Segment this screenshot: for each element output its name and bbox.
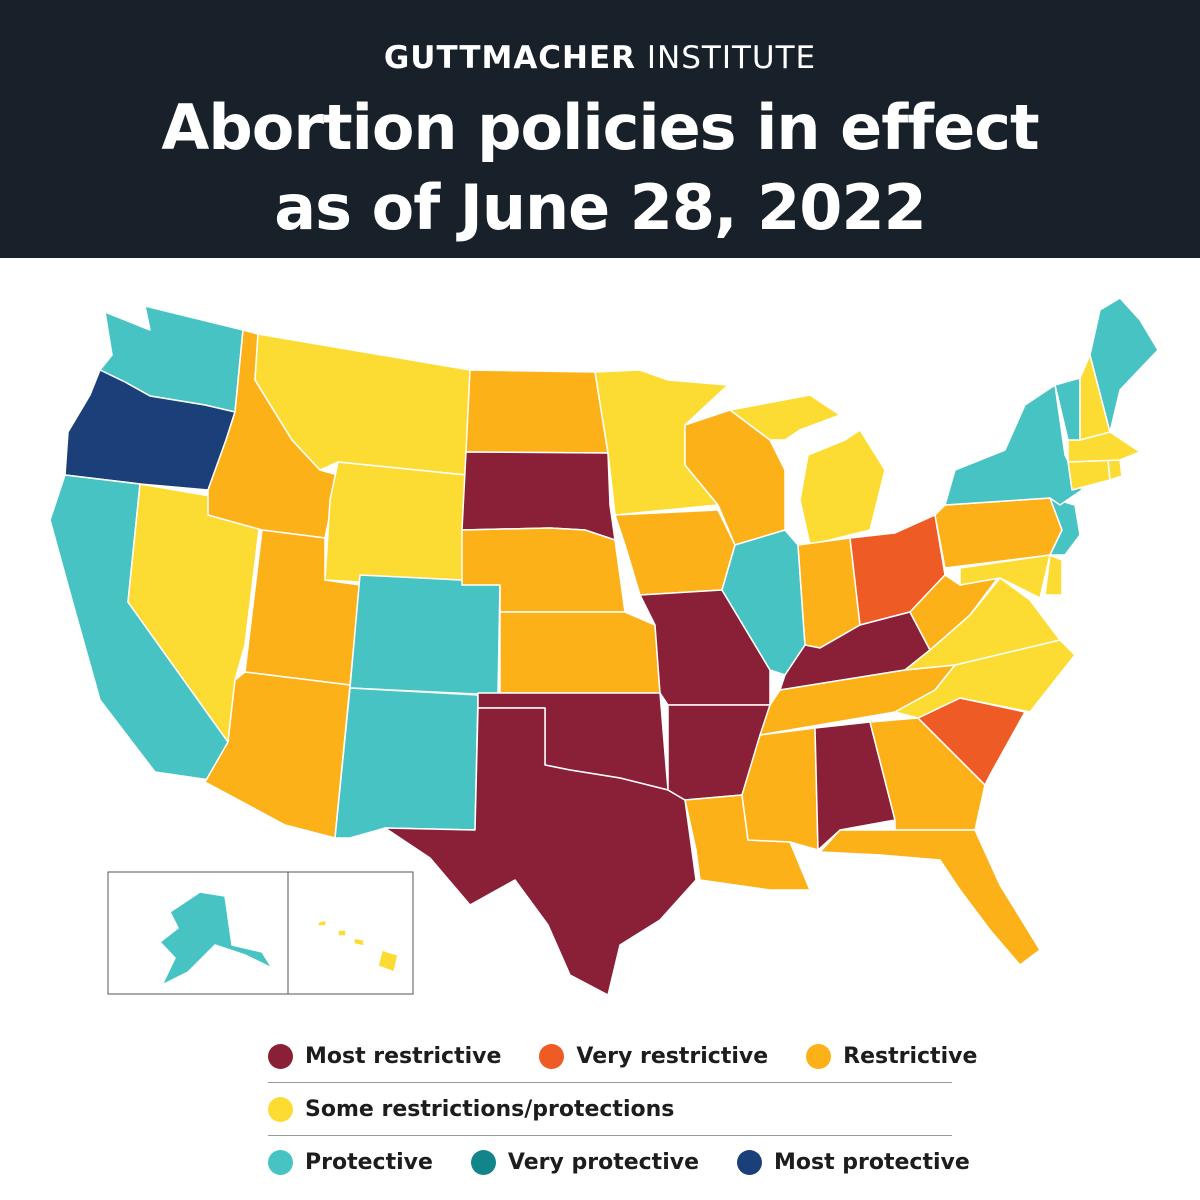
title-line-1: Abortion policies in effect [161, 91, 1039, 164]
state-MI [729, 394, 886, 546]
brand-light: INSTITUTE [636, 40, 817, 76]
us-map [49, 297, 1159, 996]
state-SD [461, 451, 616, 541]
state-NC [894, 639, 1076, 719]
legend-row-some: Some restrictions/protections [268, 1082, 952, 1135]
state-ME [1089, 297, 1159, 433]
legend-swatch-some [268, 1096, 293, 1122]
page-title: Abortion policies in effect as of June 2… [0, 88, 1200, 248]
legend-swatch-restrictive [806, 1043, 832, 1069]
brand-name: GUTTMACHER INSTITUTE [0, 40, 1200, 76]
state-MD [959, 554, 1051, 599]
legend-swatch-very-protective [470, 1149, 496, 1175]
legend-label-most-protective: Most protective [774, 1149, 970, 1175]
state-RI [1107, 459, 1123, 481]
legend: Most restrictive Very restrictive Restri… [268, 1030, 977, 1188]
legend-item-very-protective: Very protective [470, 1149, 699, 1175]
brand-bold: GUTTMACHER [383, 40, 637, 76]
state-FL [819, 829, 1041, 966]
legend-row-protective: Protective Very protective Most protecti… [268, 1135, 970, 1188]
legend-swatch-very-restrictive [539, 1043, 565, 1069]
title-line-2: as of June 28, 2022 [274, 171, 926, 244]
state-CO [349, 574, 501, 696]
state-IA [614, 509, 736, 596]
legend-label-very-restrictive: Very restrictive [576, 1043, 769, 1069]
state-ND [465, 369, 609, 454]
legend-label-protective: Protective [305, 1149, 433, 1175]
legend-item-restrictive: Restrictive [806, 1043, 978, 1069]
legend-label-most-restrictive: Most restrictive [305, 1043, 502, 1069]
state-NJ [1049, 497, 1081, 556]
legend-label-very-protective: Very protective [507, 1149, 699, 1175]
legend-row-restrictive: Most restrictive Very restrictive Restri… [268, 1030, 977, 1082]
hawaii-inset-box [287, 871, 414, 995]
legend-item-some: Some restrictions/protections [268, 1096, 675, 1122]
state-HI [317, 919, 399, 973]
state-NM [334, 687, 479, 839]
legend-item-most-restrictive: Most restrictive [268, 1043, 502, 1069]
state-AK [159, 891, 273, 986]
legend-swatch-protective [268, 1149, 293, 1175]
state-KS [499, 611, 661, 694]
legend-item-most-protective: Most protective [737, 1149, 970, 1175]
legend-item-very-restrictive: Very restrictive [539, 1043, 769, 1069]
state-DE [1044, 554, 1063, 596]
legend-label-some: Some restrictions/protections [305, 1096, 675, 1122]
legend-item-protective: Protective [268, 1149, 433, 1175]
state-WY [324, 461, 467, 589]
state-TX [384, 707, 697, 996]
state-AL [814, 721, 896, 851]
legend-swatch-most-protective [737, 1149, 762, 1175]
header-banner: GUTTMACHER INSTITUTE Abortion policies i… [0, 0, 1200, 258]
legend-label-restrictive: Restrictive [843, 1043, 978, 1069]
legend-swatch-most-restrictive [268, 1043, 293, 1069]
state-CT [1067, 459, 1111, 491]
